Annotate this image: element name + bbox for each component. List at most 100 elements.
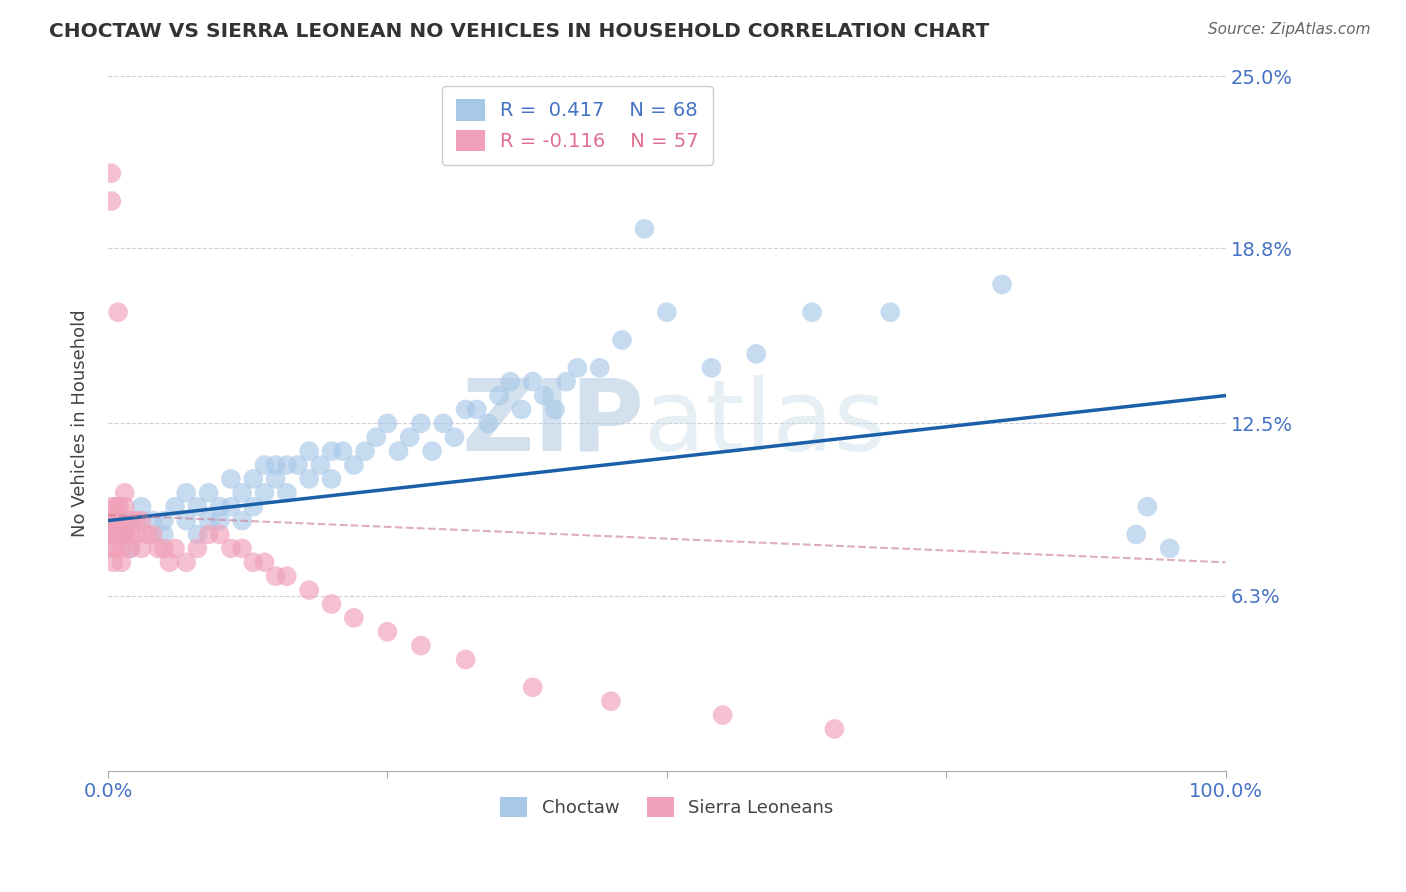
Point	[108, 500, 131, 514]
Point	[136, 527, 159, 541]
Point	[142, 527, 165, 541]
Point	[589, 360, 612, 375]
Point	[186, 527, 208, 541]
Point	[103, 541, 125, 556]
Point	[231, 485, 253, 500]
Point	[610, 333, 633, 347]
Point	[153, 514, 176, 528]
Point	[1159, 541, 1181, 556]
Point	[114, 527, 136, 541]
Point	[231, 514, 253, 528]
Point	[103, 541, 125, 556]
Point	[110, 555, 132, 569]
Point	[101, 500, 124, 514]
Point	[454, 402, 477, 417]
Point	[125, 527, 148, 541]
Point	[276, 569, 298, 583]
Point	[159, 555, 181, 569]
Text: Source: ZipAtlas.com: Source: ZipAtlas.com	[1208, 22, 1371, 37]
Point	[1136, 500, 1159, 514]
Point	[332, 444, 354, 458]
Point	[409, 417, 432, 431]
Point	[100, 166, 122, 180]
Point	[488, 388, 510, 402]
Point	[104, 527, 127, 541]
Point	[409, 639, 432, 653]
Point	[745, 347, 768, 361]
Point	[131, 541, 153, 556]
Point	[148, 541, 170, 556]
Point	[120, 514, 142, 528]
Point	[104, 514, 127, 528]
Text: ZIP: ZIP	[461, 375, 644, 472]
Point	[454, 652, 477, 666]
Point	[197, 514, 219, 528]
Point	[120, 541, 142, 556]
Point	[120, 541, 142, 556]
Point	[253, 555, 276, 569]
Point	[264, 569, 287, 583]
Point	[465, 402, 488, 417]
Point	[522, 375, 544, 389]
Point	[103, 527, 125, 541]
Point	[103, 527, 125, 541]
Point	[174, 485, 197, 500]
Point	[700, 360, 723, 375]
Point	[443, 430, 465, 444]
Point	[110, 541, 132, 556]
Point	[420, 444, 443, 458]
Point	[544, 402, 567, 417]
Point	[242, 500, 264, 514]
Point	[377, 417, 399, 431]
Point	[174, 514, 197, 528]
Point	[219, 472, 242, 486]
Point	[387, 444, 409, 458]
Point	[567, 360, 589, 375]
Point	[208, 514, 231, 528]
Point	[208, 500, 231, 514]
Point	[321, 472, 343, 486]
Point	[655, 305, 678, 319]
Point	[197, 485, 219, 500]
Point	[499, 375, 522, 389]
Point	[242, 555, 264, 569]
Point	[276, 458, 298, 472]
Point	[321, 444, 343, 458]
Point	[107, 305, 129, 319]
Point	[163, 500, 186, 514]
Point	[533, 388, 555, 402]
Point	[100, 194, 122, 208]
Point	[153, 527, 176, 541]
Point	[343, 611, 366, 625]
Point	[186, 541, 208, 556]
Point	[253, 458, 276, 472]
Point	[219, 500, 242, 514]
Point	[219, 541, 242, 556]
Point	[120, 514, 142, 528]
Point	[163, 541, 186, 556]
Point	[711, 708, 734, 723]
Point	[131, 500, 153, 514]
Point	[633, 222, 655, 236]
Point	[105, 514, 128, 528]
Point	[253, 485, 276, 500]
Point	[104, 527, 127, 541]
Point	[105, 527, 128, 541]
Point	[186, 500, 208, 514]
Point	[298, 472, 321, 486]
Point	[555, 375, 578, 389]
Point	[309, 458, 332, 472]
Point	[432, 417, 454, 431]
Point	[801, 305, 824, 319]
Point	[298, 444, 321, 458]
Point	[120, 527, 142, 541]
Point	[153, 541, 176, 556]
Point	[101, 514, 124, 528]
Point	[197, 527, 219, 541]
Point	[823, 722, 845, 736]
Point	[377, 624, 399, 639]
Point	[510, 402, 533, 417]
Point	[104, 500, 127, 514]
Point	[174, 555, 197, 569]
Point	[1125, 527, 1147, 541]
